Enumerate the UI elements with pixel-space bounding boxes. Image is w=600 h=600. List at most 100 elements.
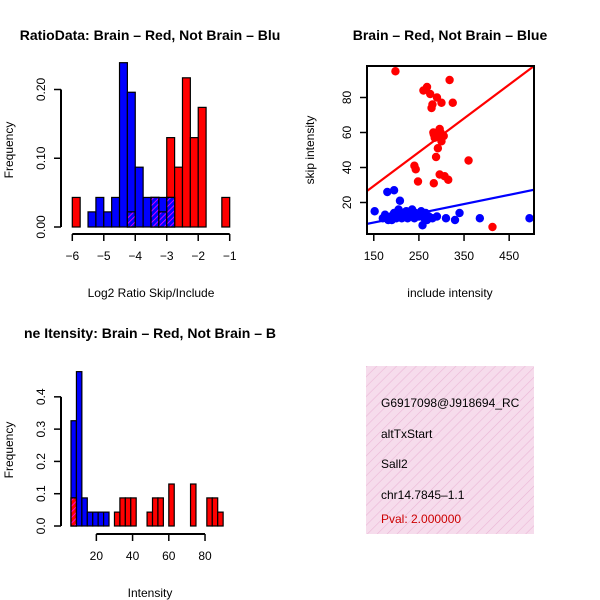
ratio-bar-overlap: [166, 196, 176, 228]
scatter-x-tick-label: 450: [499, 249, 519, 263]
scatter-point-brain: [435, 170, 444, 179]
scatter-point-not-brain: [455, 208, 464, 218]
ratio-bar-not-brain: [103, 211, 113, 228]
ratio-bar-brain: [197, 106, 207, 228]
scatter-point-brain: [435, 124, 444, 134]
intensity-x-label: Intensity: [128, 586, 173, 600]
intensity-bar-not-brain: [86, 511, 94, 527]
ratio-bar-not-brain: [142, 196, 152, 228]
intensity-bar-not-brain: [102, 511, 110, 527]
ratio-bar-brain: [221, 196, 231, 228]
intensity-bar-brain: [211, 497, 219, 527]
ratio-bar-overlap: [150, 196, 160, 228]
intensity-y-tick-label: 0.3: [34, 420, 48, 437]
intensity-bar-overlap: [70, 497, 78, 527]
intensity-chart-title: ne Itensity: Brain – Red, Not Brain – B: [24, 325, 276, 341]
intensity-y-tick-label: 0.0: [34, 517, 48, 534]
info-gene: Sall2: [381, 457, 408, 471]
ratio-x-tick-label: −4: [128, 249, 142, 263]
intensity-x-tick-label: 20: [90, 549, 104, 563]
scatter-point-not-brain: [525, 214, 534, 223]
info-event-type: altTxStart: [381, 427, 433, 441]
scatter-point-brain: [413, 177, 423, 186]
scatter-point-brain: [437, 137, 446, 146]
intensity-bar-brain: [168, 483, 175, 527]
scatter-x-tick-label: 150: [364, 249, 384, 263]
ratio-x-tick-label: −2: [191, 249, 205, 263]
ratio-bar-brain: [181, 77, 191, 228]
scatter-point-not-brain: [395, 196, 405, 205]
scatter-point-brain: [422, 82, 432, 92]
scatter-point-brain: [429, 179, 438, 188]
scatter-point-brain: [431, 152, 441, 162]
scatter-point-not-brain: [475, 214, 485, 223]
ratio-bar-not-brain: [95, 196, 105, 228]
scatter-fit-lines: [367, 66, 534, 226]
ratio-y-label: Frequency: [2, 122, 16, 179]
scatter-point-not-brain: [441, 214, 451, 223]
scatter-x-tick-label: 350: [454, 249, 474, 263]
ratio-x-axis: −6 −5 −4 −3 −2 −1: [65, 233, 237, 263]
intensity-y-tick-label: 0.4: [34, 388, 48, 405]
scatter-panel: Brain – Red, Not Brain – Blue 150 250 350 4…: [303, 27, 547, 300]
info-panel: G6917098@J918694_RC altTxStart Sall2 chr…: [366, 366, 534, 534]
intensity-bar-brain: [151, 497, 159, 527]
ratio-chart-title: RatioData: Brain – Red, Not Brain – Blu: [20, 27, 281, 43]
intensity-bar-brain: [113, 511, 121, 527]
scatter-point-brain: [437, 98, 446, 107]
intensity-bar-brain: [189, 483, 197, 527]
intensity-bar-not-brain: [97, 511, 105, 527]
info-hatch: [366, 366, 534, 534]
scatter-point-not-brain: [450, 215, 460, 225]
ratio-x-tick-label: −3: [160, 249, 174, 263]
intensity-bar-not-brain: [75, 371, 83, 527]
scatter-point-not-brain: [432, 212, 442, 221]
intensity-bar-brain: [217, 511, 224, 527]
intensity-bar-brain: [146, 511, 154, 527]
scatter-point-brain: [391, 67, 400, 76]
intensity-x-axis: 20 40 60 80: [90, 533, 212, 563]
ratio-x-tick-label: −5: [97, 249, 111, 263]
ratio-bar-not-brain: [118, 62, 128, 228]
scatter-point-brain: [448, 98, 457, 107]
intensity-y-tick-label: 0.2: [34, 453, 48, 470]
intensity-bar-brain: [157, 497, 164, 527]
intensity-bar-brain: [130, 497, 137, 527]
scatter-point-brain: [445, 75, 454, 85]
scatter-point-brain: [464, 156, 473, 165]
scatter-point-brain: [427, 103, 436, 113]
ratio-x-tick-label: −6: [65, 249, 79, 263]
scatter-y-tick-label: 60: [340, 126, 354, 140]
scatter-y-tick-label: 80: [340, 91, 354, 105]
ratio-x-tick-label: −1: [223, 249, 237, 263]
scatter-x-axis: 150 250 350 450: [364, 233, 520, 263]
scatter-chart-title: Brain – Red, Not Brain – Blue: [353, 27, 548, 43]
scatter-y-tick-label: 40: [340, 161, 354, 175]
intensity-y-axis: 0.0 0.1 0.2 0.3 0.4: [34, 388, 62, 534]
info-locus: chr14.7845–1.1: [381, 488, 465, 502]
scatter-x-label: include intensity: [407, 286, 492, 300]
scatter-y-axis: 20 40 60 80: [340, 91, 368, 209]
scatter-point-brain: [488, 222, 497, 232]
intensity-bar-brain: [124, 497, 132, 527]
ratio-bar-overlap: [158, 211, 168, 228]
fit-line-brain: [367, 66, 534, 193]
scatter-point-brain: [429, 130, 438, 139]
scatter-point-not-brain: [389, 186, 399, 195]
intensity-x-tick-label: 80: [198, 549, 212, 563]
scatter-x-tick-label: 250: [409, 249, 429, 263]
ratio-bar-brain: [71, 196, 81, 228]
intensity-bars: [70, 371, 224, 527]
ratio-y-axis: 0.00 0.10 0.20: [34, 77, 62, 239]
scatter-plot-box: [366, 65, 535, 235]
intensity-histogram-panel: ne Itensity: Brain – Red, Not Brain – B …: [2, 325, 276, 600]
ratio-bar-not-brain: [134, 166, 144, 228]
intensity-bar-brain: [206, 497, 213, 527]
ratio-bar-brain: [189, 137, 199, 228]
intensity-y-label: Frequency: [2, 422, 16, 479]
ratio-bar-not-brain: [111, 196, 121, 228]
scatter-point-not-brain: [370, 207, 379, 216]
ratio-bar-brain: [174, 166, 184, 228]
info-id: G6917098@J918694_RC: [381, 396, 520, 410]
